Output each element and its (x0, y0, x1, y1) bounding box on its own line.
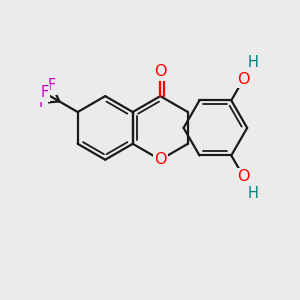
Text: H: H (248, 186, 259, 201)
Text: F: F (40, 85, 49, 100)
Text: O: O (154, 152, 167, 167)
Text: H: H (248, 55, 259, 70)
Text: O: O (237, 169, 250, 184)
Text: O: O (237, 72, 250, 87)
Text: F: F (38, 95, 46, 110)
Text: O: O (154, 64, 167, 80)
Text: F: F (48, 78, 56, 93)
